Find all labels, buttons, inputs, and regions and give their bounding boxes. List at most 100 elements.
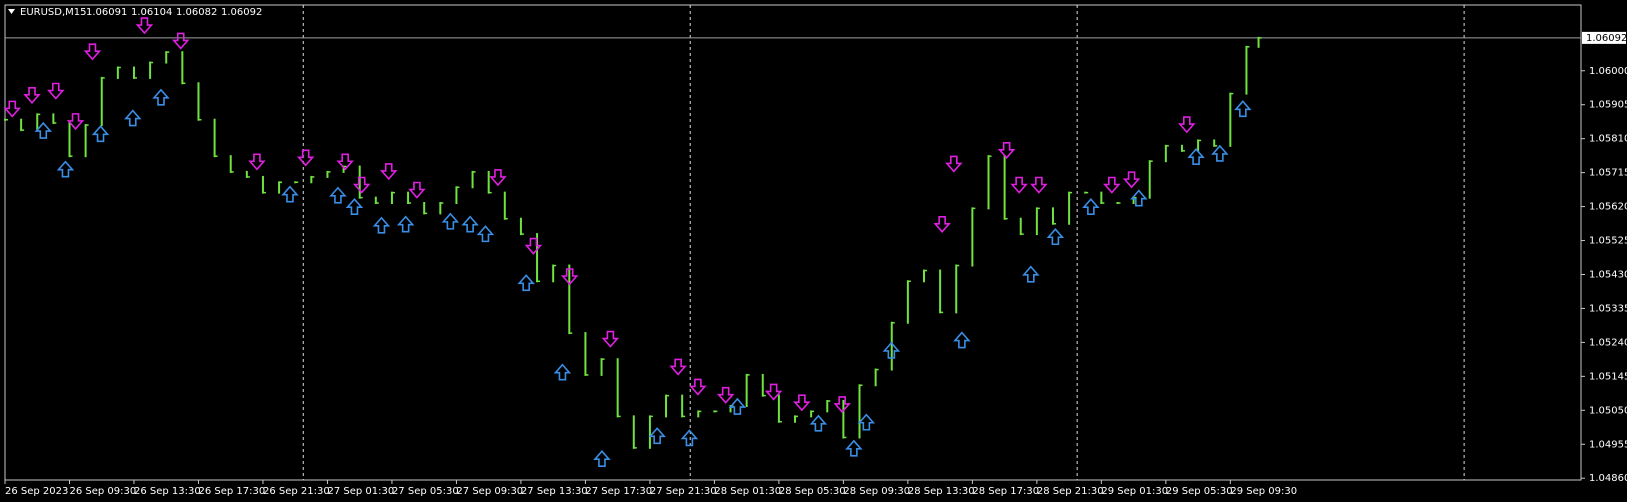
sell-arrow bbox=[764, 383, 783, 401]
sell-arrow bbox=[336, 153, 354, 171]
buy-arrow bbox=[953, 331, 971, 349]
buy-arrow bbox=[476, 225, 495, 243]
x-tick-label: 27 Sep 21:30 bbox=[650, 486, 717, 497]
sell-arrow bbox=[560, 268, 579, 286]
buy-arrow bbox=[553, 363, 572, 381]
x-tick-label: 26 Sep 13:30 bbox=[134, 486, 201, 497]
sell-arrow bbox=[793, 394, 811, 412]
sell-arrow bbox=[933, 216, 951, 234]
buy-arrow bbox=[809, 414, 828, 432]
sell-arrow bbox=[296, 149, 315, 167]
x-tick-label: 27 Sep 01:30 bbox=[327, 486, 394, 497]
buy-arrow bbox=[329, 186, 347, 204]
x-tick-label: 29 Sep 05:30 bbox=[1166, 486, 1233, 497]
buy-arrow bbox=[441, 212, 460, 230]
sell-arrow bbox=[669, 358, 687, 376]
buy-arrow bbox=[372, 216, 391, 234]
sell-arrow bbox=[379, 163, 398, 181]
x-tick-label: 27 Sep 09:30 bbox=[456, 486, 523, 497]
y-tick-label: 1.05335 bbox=[1589, 303, 1627, 314]
x-tick-label: 27 Sep 13:30 bbox=[521, 486, 588, 497]
price-label: 1.06092 bbox=[1586, 33, 1627, 44]
x-tick-label: 28 Sep 21:30 bbox=[1037, 486, 1104, 497]
sell-arrow bbox=[83, 43, 102, 61]
sell-arrow bbox=[716, 386, 735, 404]
sell-arrow bbox=[1010, 176, 1028, 194]
buy-arrow bbox=[396, 215, 415, 233]
sell-arrow bbox=[171, 32, 190, 50]
y-tick-label: 1.05145 bbox=[1589, 371, 1627, 382]
header-value: 1.06104 bbox=[131, 7, 172, 18]
y-tick-label: 1.05905 bbox=[1589, 100, 1627, 111]
x-tick-label: 28 Sep 09:30 bbox=[843, 486, 910, 497]
x-tick-label: 27 Sep 05:30 bbox=[392, 486, 459, 497]
buy-arrow bbox=[1046, 228, 1065, 246]
y-tick-label: 1.05620 bbox=[1589, 202, 1627, 213]
sell-arrow bbox=[1122, 171, 1141, 189]
buy-arrow bbox=[56, 160, 75, 178]
sell-arrow bbox=[352, 176, 371, 194]
buy-arrow bbox=[1234, 100, 1252, 118]
buy-arrow bbox=[648, 427, 666, 445]
buy-arrow bbox=[845, 439, 863, 457]
y-tick-label: 1.05525 bbox=[1589, 236, 1627, 247]
x-tick-label: 28 Sep 17:30 bbox=[972, 486, 1039, 497]
buy-arrow bbox=[1187, 147, 1205, 165]
sell-arrow bbox=[945, 155, 963, 173]
y-tick-label: 1.05430 bbox=[1589, 269, 1627, 280]
header-value: 1.06092 bbox=[221, 7, 262, 18]
x-tick-label: 28 Sep 01:30 bbox=[714, 486, 781, 497]
sell-arrow bbox=[1178, 116, 1196, 134]
sell-arrow bbox=[3, 100, 22, 118]
sell-arrow bbox=[601, 330, 620, 348]
buy-arrow bbox=[728, 397, 747, 415]
symbol-title: EURUSD,M15 bbox=[20, 7, 86, 18]
y-tick-label: 1.04860 bbox=[1589, 473, 1627, 484]
x-tick-label: 26 Sep 09:30 bbox=[69, 486, 136, 497]
sell-arrow bbox=[248, 153, 266, 171]
x-tick-label: 28 Sep 13:30 bbox=[908, 486, 975, 497]
sell-arrow bbox=[1103, 176, 1121, 194]
buy-arrow bbox=[34, 121, 53, 139]
sell-arrow bbox=[997, 142, 1016, 160]
buy-arrow bbox=[517, 274, 535, 292]
buy-arrow bbox=[680, 429, 699, 447]
x-tick-label: 29 Sep 01:30 bbox=[1101, 486, 1168, 497]
x-tick-label: 29 Sep 09:30 bbox=[1230, 486, 1297, 497]
x-tick-label: 27 Sep 17:30 bbox=[585, 486, 652, 497]
buy-arrow bbox=[152, 88, 170, 106]
sell-arrow bbox=[47, 82, 65, 100]
buy-arrow bbox=[1082, 198, 1100, 216]
header-value: 1.06091 bbox=[86, 7, 127, 18]
plot-frame bbox=[4, 4, 1582, 481]
sell-arrow bbox=[1030, 176, 1048, 194]
x-tick-label: 28 Sep 05:30 bbox=[779, 486, 846, 497]
sell-arrow bbox=[833, 396, 851, 414]
y-tick-label: 1.06000 bbox=[1589, 66, 1627, 77]
x-tick-label: 26 Sep 17:30 bbox=[198, 486, 265, 497]
y-tick-label: 1.05240 bbox=[1589, 337, 1627, 348]
buy-arrow bbox=[281, 185, 299, 203]
y-tick-label: 1.05715 bbox=[1589, 168, 1627, 179]
buy-arrow bbox=[345, 198, 364, 216]
buy-arrow bbox=[857, 413, 876, 431]
buy-arrow bbox=[882, 341, 901, 359]
buy-arrow bbox=[593, 449, 611, 467]
sell-arrow bbox=[135, 17, 154, 35]
buy-arrow bbox=[1211, 144, 1229, 162]
x-tick-label: 26 Sep 2023 bbox=[5, 486, 68, 497]
header-value: 1.06082 bbox=[176, 7, 217, 18]
sell-arrow bbox=[489, 169, 507, 187]
sell-arrow bbox=[66, 113, 85, 131]
sell-arrow bbox=[524, 237, 543, 255]
sell-arrow bbox=[689, 378, 707, 396]
y-tick-label: 1.04955 bbox=[1589, 439, 1627, 450]
buy-arrow bbox=[461, 215, 479, 233]
sell-arrow bbox=[408, 181, 426, 199]
y-tick-label: 1.05810 bbox=[1589, 134, 1627, 145]
price-label-box bbox=[1582, 31, 1626, 44]
buy-arrow bbox=[1130, 189, 1148, 207]
buy-arrow bbox=[1022, 265, 1040, 283]
buy-arrow bbox=[124, 109, 142, 127]
